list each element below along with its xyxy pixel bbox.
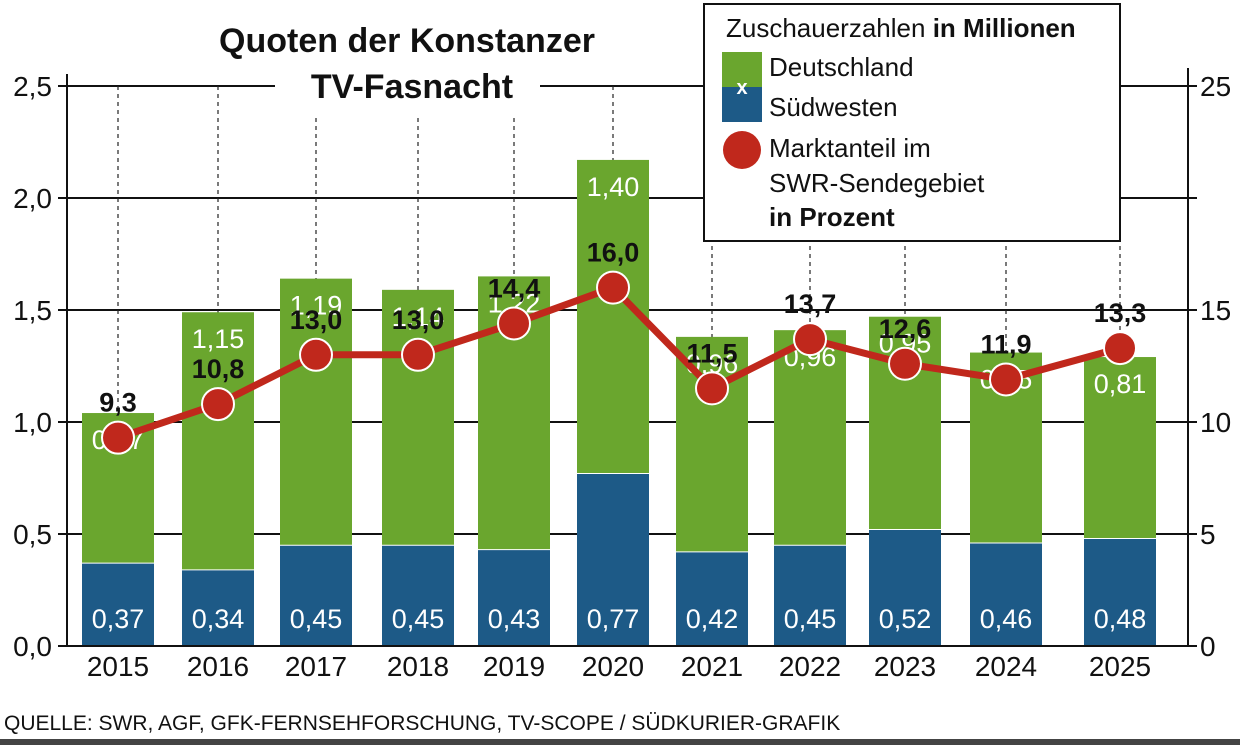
y-right-tick-label: 25 (1200, 71, 1231, 102)
x-tick-label-2021: 2021 (681, 651, 743, 682)
bar-suedwesten-2023 (869, 529, 941, 646)
source-note: QUELLE: SWR, AGF, GFK-FERNSEHFORSCHUNG, … (4, 712, 840, 735)
bar-label-suedwesten-2017: 0,45 (290, 604, 343, 634)
market-share-line: 9,3 10,8 13,0 13,0 14,4 16,0 11,5 13,7 12,6 11,9 1… (99, 238, 1147, 455)
bar-label-deutschland-2025: 0,81 (1094, 369, 1147, 399)
legend-label-suedwesten: Südwesten (769, 92, 898, 122)
bar-label-suedwesten-2021: 0,42 (686, 604, 739, 634)
market-share-label-2018: 13,0 (392, 305, 445, 335)
market-share-label-2024: 11,9 (980, 329, 1031, 359)
y-left-tick-label: 0,0 (13, 631, 52, 662)
market-share-point-2023 (888, 346, 922, 381)
legend-marker-marktanteil (723, 131, 761, 169)
y-left-tick-label: 1,5 (13, 295, 52, 326)
bar-label-suedwesten-2016: 0,34 (192, 604, 245, 634)
bottom-rule (0, 739, 1240, 745)
bar-suedwesten-2021 (676, 551, 748, 646)
market-share-point-2021 (695, 371, 729, 406)
bar-deutschland-2018 (382, 289, 454, 546)
bar-suedwesten-2024 (970, 542, 1042, 646)
legend-marker-x: x (736, 77, 747, 99)
bar-deutschland-2022 (774, 330, 846, 546)
x-tick-label-2024: 2024 (975, 651, 1037, 682)
market-share-point-2017 (299, 337, 333, 372)
x-tick-label-2022: 2022 (779, 651, 841, 682)
title-line-1: Quoten der Konstanzer (219, 22, 595, 60)
y-left-tick-label: 2,5 (13, 71, 52, 102)
y-left-tick-label: 2,0 (13, 183, 52, 214)
bar-suedwesten-2019 (478, 549, 550, 646)
market-share-label-2019: 14,4 (488, 273, 541, 303)
bar-suedwesten-2020 (577, 473, 649, 646)
bar-label-deutschland-2017: 1,19 (290, 291, 343, 321)
market-share-point-2020 (596, 270, 630, 305)
bar-suedwesten-2015 (82, 563, 154, 646)
legend-label-marktanteil-1: Marktanteil im (769, 133, 931, 163)
market-share-point-2015 (101, 420, 135, 455)
legend-swatch-suedwesten (722, 87, 762, 122)
legend-label-deutschland: Deutschland (769, 52, 914, 82)
y-right-tick-label: 15 (1200, 295, 1231, 326)
market-share-point-2016 (201, 387, 235, 422)
bar-label-suedwesten-2022: 0,45 (784, 604, 837, 634)
bar-label-suedwesten-2019: 0,43 (488, 604, 541, 634)
market-share-point-2025 (1103, 331, 1137, 366)
x-tick-label-2016: 2016 (187, 651, 249, 682)
bar-label-suedwesten-2015: 0,37 (92, 604, 145, 634)
market-share-label-2016: 10,8 (192, 354, 245, 384)
market-share-point-2019 (497, 306, 531, 341)
legend-heading: Zuschauerzahlen in Millionen (726, 13, 1076, 43)
x-tick-label-2017: 2017 (285, 651, 347, 682)
market-share-label-2017: 13,0 (290, 305, 343, 335)
bar-deutschland-2017 (280, 278, 352, 546)
title-background (275, 15, 540, 115)
bar-suedwesten-2025 (1084, 538, 1156, 646)
bar-suedwesten-2017 (280, 545, 352, 646)
bar-label-deutschland-2018: 1,14 (392, 302, 445, 332)
x-tick-label-2020: 2020 (582, 651, 644, 682)
axes: 0,0 0,5 1,0 1,5 2,0 2,5 0 5 10 15 25 2015 2016 2017 20… (13, 68, 1231, 682)
x-tick-label-2023: 2023 (874, 651, 936, 682)
y-left-tick-label: 0,5 (13, 519, 52, 550)
bar-label-deutschland-2020: 1,40 (587, 172, 640, 202)
y-right-tick-label: 0 (1200, 631, 1216, 662)
market-share-label-2025: 13,3 (1094, 298, 1147, 328)
bar-label-suedwesten-2018: 0,45 (392, 604, 445, 634)
bar-suedwesten-2018 (382, 545, 454, 646)
bar-suedwesten-2022 (774, 545, 846, 646)
chart-title: Quoten der Konstanzer TV-Fasnacht (219, 15, 595, 115)
bar-label-suedwesten-2023: 0,52 (879, 604, 932, 634)
market-share-label-2015: 9,3 (99, 388, 137, 418)
market-share-point-2018 (401, 337, 435, 372)
legend: Zuschauerzahlen in Millionen Deutschland… (703, 3, 1121, 242)
x-tick-label-2018: 2018 (387, 651, 449, 682)
bar-deutschland-2016 (182, 312, 254, 570)
bar-label-suedwesten-2020: 0,77 (587, 604, 640, 634)
x-tick-label-2015: 2015 (87, 651, 149, 682)
market-share-point-2024 (989, 362, 1023, 397)
bars: 0,370,670,341,150,451,190,451,140,431,22… (82, 159, 1156, 646)
bar-label-suedwesten-2025: 0,48 (1094, 604, 1147, 634)
y-right-tick-label: 5 (1200, 519, 1216, 550)
legend-label-marktanteil-2: SWR-Sendegebiet (769, 168, 985, 198)
title-line-2: TV-Fasnacht (311, 68, 513, 106)
bar-suedwesten-2016 (182, 569, 254, 646)
x-tick-label-2019: 2019 (483, 651, 545, 682)
legend-swatch-deutschland (722, 52, 762, 87)
bar-label-suedwesten-2024: 0,46 (980, 604, 1033, 634)
market-share-label-2020: 16,0 (587, 238, 640, 268)
y-right-tick-label: 10 (1200, 407, 1231, 438)
market-share-label-2023: 12,6 (879, 314, 932, 344)
market-share-label-2021: 11,5 (686, 338, 737, 368)
market-share-label-2022: 13,7 (784, 289, 837, 319)
x-tick-label-2025: 2025 (1089, 651, 1151, 682)
legend-label-marktanteil-3: in Prozent (769, 202, 895, 232)
y-left-tick-label: 1,0 (13, 407, 52, 438)
bar-label-deutschland-2016: 1,15 (192, 324, 245, 354)
legend-box (703, 3, 1121, 242)
bar-deutschland-2025 (1084, 357, 1156, 539)
market-share-point-2022 (793, 322, 827, 357)
